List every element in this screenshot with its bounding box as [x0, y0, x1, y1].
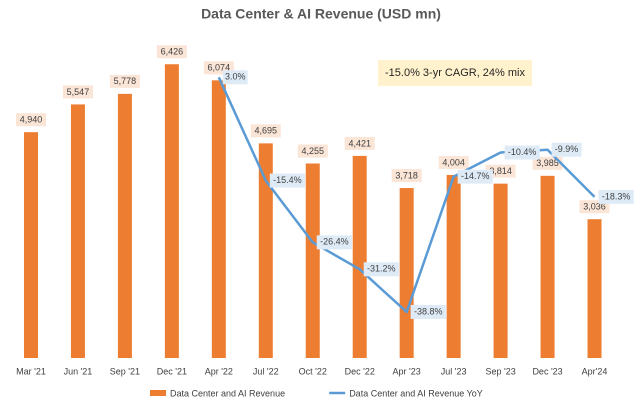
- bar: [23, 132, 38, 358]
- line-label: -14.7%: [461, 171, 490, 181]
- bar: [211, 80, 226, 359]
- bar-label: 3,985: [536, 158, 559, 168]
- bar-label-box: [532, 156, 563, 170]
- line-label-box: [598, 189, 634, 204]
- bar-label-box: [250, 124, 281, 138]
- line-label: -9.9%: [555, 144, 579, 154]
- x-tick-label: Apr '23: [393, 366, 421, 376]
- bar-label: 4,255: [301, 146, 324, 156]
- line-label-box: [504, 145, 540, 160]
- legend-swatch: [150, 390, 166, 396]
- x-tick-label: Dec '22: [345, 366, 375, 376]
- line-label: -18.3%: [602, 191, 631, 201]
- bar-label: 4,695: [255, 126, 278, 136]
- x-tick-label: Jul '23: [441, 366, 467, 376]
- bar: [305, 163, 320, 358]
- line-label: -15.4%: [273, 175, 302, 185]
- x-tick-label: Mar '21: [16, 366, 46, 376]
- bar-label: 3,036: [583, 202, 606, 212]
- line-label: -38.8%: [414, 306, 443, 316]
- chart-title: Data Center & AI Revenue (USD mn): [201, 6, 441, 22]
- line-label-box: [269, 173, 305, 188]
- line-label: -10.4%: [508, 147, 537, 157]
- annotation: -15.0% 3-yr CAGR, 24% mix: [385, 67, 525, 79]
- bar-label: 6,074: [208, 63, 231, 73]
- bar: [587, 219, 602, 358]
- line-label-box: [363, 262, 399, 277]
- bar: [352, 155, 367, 358]
- line-label-box: [222, 70, 248, 85]
- bar: [70, 104, 85, 359]
- line-label-box: [410, 304, 446, 319]
- bar: [540, 175, 555, 358]
- bar-label-box: [485, 164, 516, 178]
- bar: [399, 188, 414, 358]
- bar-label-box: [109, 74, 140, 88]
- x-tick-label: Sep '23: [485, 366, 515, 376]
- bar-label-box: [297, 144, 328, 158]
- bar-label-box: [344, 136, 375, 150]
- legend-label: Data Center and AI Revenue YoY: [349, 388, 483, 398]
- bar-label: 4,004: [442, 157, 465, 167]
- x-tick-label: Apr'24: [582, 366, 608, 376]
- bar-label: 5,778: [114, 76, 137, 86]
- bar: [493, 183, 508, 358]
- bar-label-box: [438, 155, 469, 169]
- bar-label: 4,421: [348, 138, 371, 148]
- line-label-box: [457, 169, 493, 184]
- bar-label-box: [156, 45, 187, 59]
- bar: [446, 174, 461, 358]
- bar: [164, 64, 179, 359]
- x-tick-label: Apr '22: [205, 366, 233, 376]
- x-tick-label: Jul '22: [253, 366, 279, 376]
- bar-label-box: [15, 113, 46, 127]
- line-label-box: [551, 142, 582, 157]
- bar-label-box: [62, 85, 93, 99]
- annotation-box: [378, 60, 532, 86]
- bar-label: 5,547: [67, 87, 90, 97]
- bar-label: 3,718: [395, 170, 418, 180]
- bar-label: 4,940: [20, 115, 43, 125]
- bar: [258, 143, 273, 358]
- line-label: 3.0%: [225, 72, 246, 82]
- x-tick-label: Sep '21: [110, 366, 140, 376]
- line-label: -26.4%: [320, 237, 349, 247]
- line-label-box: [316, 235, 352, 250]
- x-tick-label: Dec '23: [532, 366, 562, 376]
- x-tick-label: Jun '21: [64, 366, 93, 376]
- bar: [117, 93, 132, 358]
- bar-label-box: [391, 169, 422, 183]
- bar-label: 3,814: [489, 166, 512, 176]
- bar-label: 6,426: [161, 47, 184, 57]
- x-tick-label: Oct '22: [299, 366, 327, 376]
- line-label: -31.2%: [367, 264, 396, 274]
- x-tick-label: Dec '21: [157, 366, 187, 376]
- legend-label: Data Center and AI Revenue: [170, 388, 285, 398]
